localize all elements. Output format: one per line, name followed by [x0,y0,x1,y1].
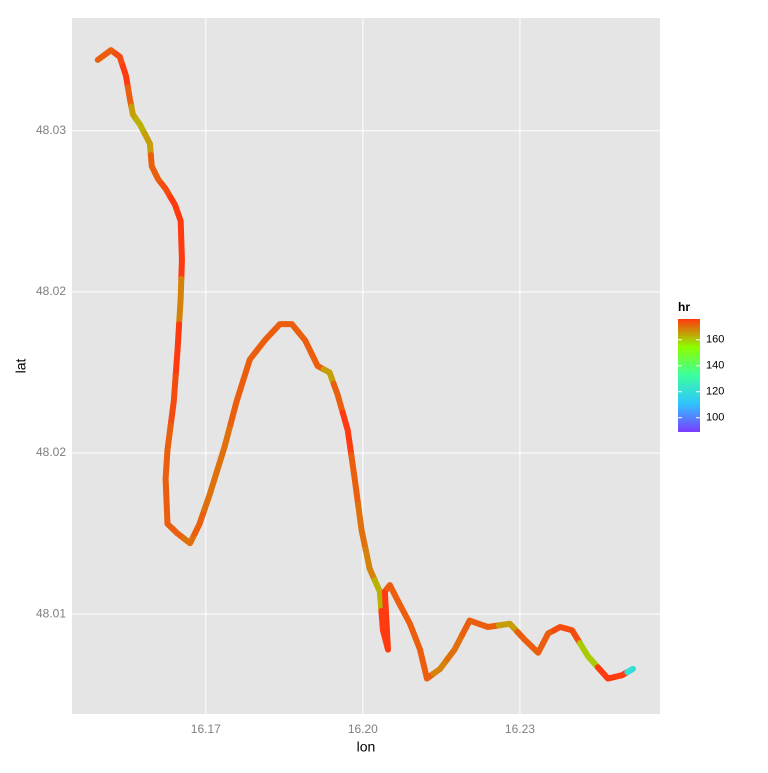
track-segment [158,180,174,200]
track-segment [178,237,185,282]
legend-tick-label: 100 [706,412,724,424]
track-segment [201,467,221,513]
track-segment [382,617,391,653]
track-segment [227,377,247,427]
track-segment [362,546,378,584]
track-segment [119,63,131,91]
x-tick-label: 16.17 [191,722,221,736]
track-segment [355,501,369,553]
y-tick-label: 48.02 [36,284,66,298]
track-segment [401,609,418,640]
track-segment [371,577,385,614]
track-segment [348,451,362,508]
track-segment [528,640,547,656]
track-segment [320,366,337,387]
legend-tick-label: 160 [706,334,724,346]
x-tick-label: 16.23 [505,722,535,736]
track-segment [459,617,482,639]
track-segment [282,321,302,336]
y-tick-label: 48.03 [36,123,66,137]
track-segment [430,656,451,677]
track-segment [330,380,346,416]
track-segment [174,209,185,244]
track-segment [339,409,355,458]
legend-tick-label: 120 [706,386,724,398]
y-tick-label: 48.02 [36,445,66,459]
track-segment [412,633,427,668]
track-segment [162,461,170,505]
y-axis-label: lat [13,359,29,374]
track-segment [495,620,521,635]
track-segment [176,276,185,328]
track-segment [141,131,154,158]
track-segment [576,640,601,671]
colorbar [678,319,700,432]
track-segment [133,116,148,137]
track-segment [475,620,502,630]
track-segment [381,585,391,624]
track-segment [180,530,198,547]
track-segment [254,329,276,353]
track-segment [191,506,208,537]
legend-title: hr [678,300,690,314]
track-segment [384,582,397,597]
panel [72,18,660,714]
x-tick-label: 16.20 [348,722,378,736]
track-segment [390,590,408,616]
track-segment [163,422,174,468]
track-segment [167,372,179,429]
track-segment [514,628,535,650]
legend-tick-label: 140 [706,360,724,372]
track-segment [172,321,183,379]
track-segment [240,346,261,384]
track-segment [444,632,466,663]
y-tick-label: 48.01 [36,606,66,620]
track-segment [214,421,234,474]
track-segment [624,665,636,676]
track-segment [112,50,126,70]
track-segment [295,329,315,357]
track-segment [563,625,583,647]
x-axis-label: lon [357,739,376,755]
